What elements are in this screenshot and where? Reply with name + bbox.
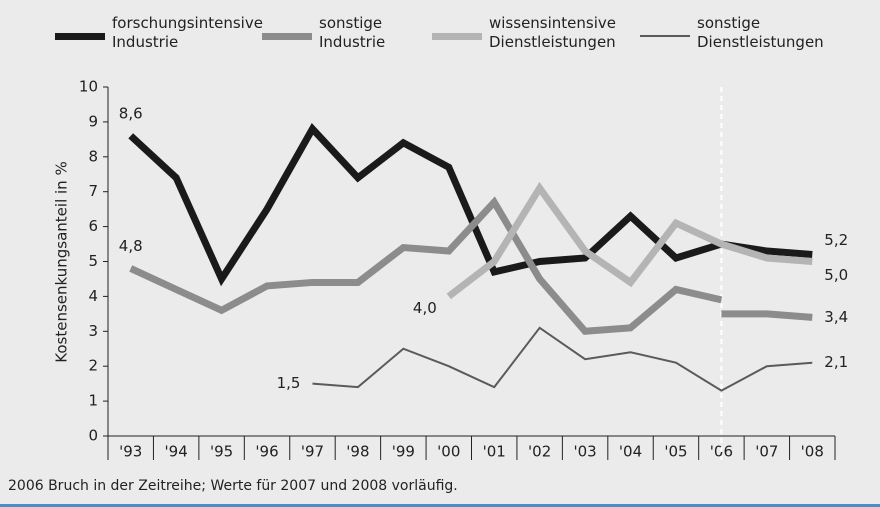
footer-line	[0, 504, 880, 507]
x-tick-label: '96	[255, 443, 278, 461]
legend-label: sonstige Industrie	[319, 14, 386, 51]
legend-swatch	[262, 32, 312, 40]
y-tick-label: 1	[88, 392, 98, 410]
series-line	[721, 310, 813, 321]
legend-swatch	[55, 32, 105, 40]
y-tick-label: 7	[88, 182, 98, 200]
x-tick-label: '98	[346, 443, 369, 461]
x-tick-label: '99	[392, 443, 415, 461]
x-tick-label: '04	[619, 443, 642, 461]
y-tick-label: 0	[88, 427, 98, 445]
x-tick-label: '05	[664, 443, 687, 461]
data-label: 3,4	[824, 308, 848, 326]
data-label: 4,0	[413, 299, 437, 317]
legend-label: forschungsintensive Industrie	[112, 14, 263, 51]
series-line	[128, 122, 813, 287]
x-tick-label: '93	[119, 443, 142, 461]
data-label: 1,5	[277, 374, 301, 392]
y-axis-label: Kostensenkungsanteil in %	[53, 161, 71, 362]
x-tick-label: '95	[210, 443, 233, 461]
data-label: 2,1	[824, 353, 848, 371]
x-tick-label: '07	[755, 443, 778, 461]
x-tick-label: '03	[573, 443, 596, 461]
legend-swatch	[640, 35, 690, 37]
y-tick-label: 8	[88, 147, 98, 165]
legend-swatch	[432, 32, 482, 40]
y-tick-label: 5	[88, 252, 98, 270]
legend-label: wissensintensive Dienstleistungen	[489, 14, 616, 51]
x-tick-label: '08	[801, 443, 824, 461]
data-label: 5,0	[824, 266, 848, 284]
legend-label: sonstige Dienstleistungen	[697, 14, 824, 51]
data-label: 8,6	[119, 104, 143, 122]
y-tick-label: 6	[88, 217, 98, 235]
y-tick-label: 10	[79, 78, 98, 96]
y-tick-label: 2	[88, 357, 98, 375]
x-tick-label: '02	[528, 443, 551, 461]
series-line	[312, 326, 813, 392]
x-tick-label: '00	[437, 443, 460, 461]
series-line	[129, 196, 723, 335]
y-tick-label: 3	[88, 322, 98, 340]
x-tick-label: '01	[483, 443, 506, 461]
x-tick-label: '94	[165, 443, 188, 461]
data-label: 4,8	[119, 237, 143, 255]
y-tick-label: 9	[88, 112, 98, 130]
y-tick-label: 4	[88, 287, 98, 305]
data-label: 5,2	[824, 231, 848, 249]
note: 2006 Bruch in der Zeitreihe; Werte für 2…	[8, 478, 458, 494]
series-line	[446, 181, 813, 300]
x-tick-label: '97	[301, 443, 324, 461]
